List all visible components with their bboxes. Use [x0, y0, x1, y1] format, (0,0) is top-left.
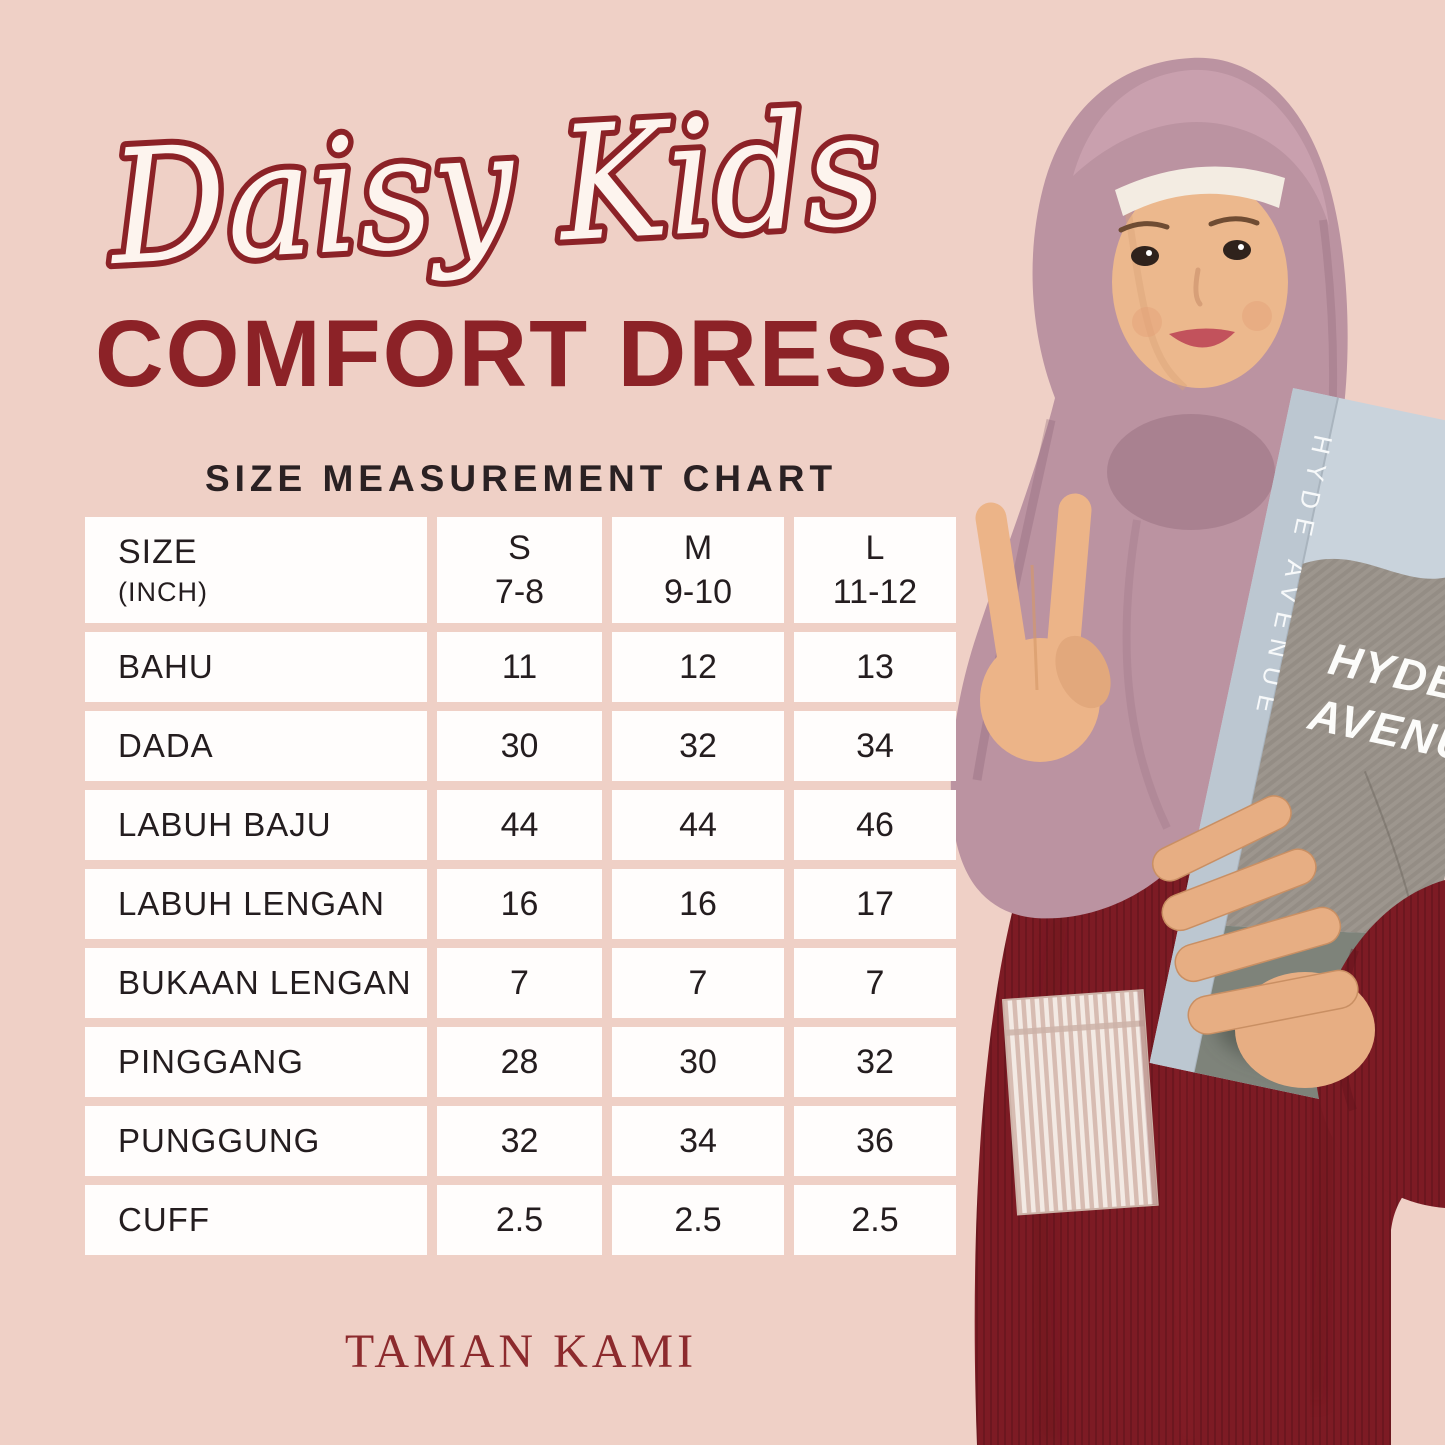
lips [1169, 328, 1235, 348]
nose [1193, 267, 1203, 307]
row-label-labuh-baju: LABUH BAJU [85, 790, 427, 860]
row-label-labuh-lengan: LABUH LENGAN [85, 869, 427, 939]
row-label-pinggang: PINGGANG [85, 1027, 427, 1097]
cell-labuh-baju-m: 44 [612, 790, 784, 860]
cell-labuh-lengan-l: 17 [794, 869, 956, 939]
cell-labuh-baju-l: 46 [794, 790, 956, 860]
model-photo: HYDE AVENUE HYDE AVENUE [950, 57, 1445, 1445]
title-script: Daisy Kids [103, 77, 884, 301]
col-size: L [865, 528, 885, 567]
cell-cuff-m: 2.5 [612, 1185, 784, 1255]
cell-bahu-l: 13 [794, 632, 956, 702]
row-label-cuff: CUFF [85, 1185, 427, 1255]
cell-dada-m: 32 [612, 711, 784, 781]
striped-pocket [1001, 989, 1159, 1216]
right-sleeve [1315, 880, 1445, 1208]
col-size: M [683, 528, 713, 567]
cell-dada-s: 30 [437, 711, 602, 781]
title-script-art: Daisy Kids [97, 71, 890, 307]
cell-cuff-s: 2.5 [437, 1185, 602, 1255]
table-header-col-s: S 7-8 [437, 517, 602, 623]
cell-bukaan-lengan-l: 7 [794, 948, 956, 1018]
face [1112, 166, 1288, 391]
size-chart-table: SIZE (INCH) S 7-8 M 9-10 L 11-12 BAHU 11… [85, 517, 956, 1255]
col-size: S [508, 528, 531, 567]
title-bold: COMFORT DRESS [95, 301, 955, 407]
cell-punggung-s: 32 [437, 1106, 602, 1176]
row-label-dada: DADA [85, 711, 427, 781]
cell-pinggang-m: 30 [612, 1027, 784, 1097]
cell-bahu-m: 12 [612, 632, 784, 702]
cell-bukaan-lengan-m: 7 [612, 948, 784, 1018]
cell-punggung-m: 34 [612, 1106, 784, 1176]
holding-hand [1151, 795, 1375, 1088]
col-age: 9-10 [663, 572, 733, 611]
cell-labuh-lengan-s: 16 [437, 869, 602, 939]
cell-punggung-l: 36 [794, 1106, 956, 1176]
col-age: 11-12 [832, 572, 918, 611]
eye-right [1223, 240, 1251, 260]
table-header-col-l: L 11-12 [794, 517, 956, 623]
table-header-col-m: M 9-10 [612, 517, 784, 623]
row-label-punggung: PUNGGUNG [85, 1106, 427, 1176]
eyebrow-right [1208, 216, 1260, 227]
cell-pinggang-l: 32 [794, 1027, 956, 1097]
brand-name: TAMAN KAMI [344, 1325, 698, 1378]
col-age: 7-8 [494, 572, 545, 611]
blush-right [1242, 301, 1272, 331]
section-heading: SIZE MEASUREMENT CHART [204, 458, 838, 499]
eyebrow-left [1118, 221, 1170, 233]
table-header-size: SIZE (INCH) [85, 517, 427, 623]
cell-bukaan-lengan-s: 7 [437, 948, 602, 1018]
peace-sign-hand [975, 493, 1111, 762]
cell-labuh-baju-s: 44 [437, 790, 602, 860]
cell-bahu-s: 11 [437, 632, 602, 702]
eye-left [1131, 246, 1159, 266]
underscarf [1115, 166, 1285, 216]
blush-left [1132, 307, 1162, 337]
size-unit-label: (INCH) [118, 576, 208, 607]
size-label: SIZE [118, 532, 198, 571]
row-label-bukaan-lengan: BUKAAN LENGAN [85, 948, 427, 1018]
cell-cuff-l: 2.5 [794, 1185, 956, 1255]
cell-dada-l: 34 [794, 711, 956, 781]
cell-labuh-lengan-m: 16 [612, 869, 784, 939]
cell-pinggang-s: 28 [437, 1027, 602, 1097]
row-label-bahu: BAHU [85, 632, 427, 702]
